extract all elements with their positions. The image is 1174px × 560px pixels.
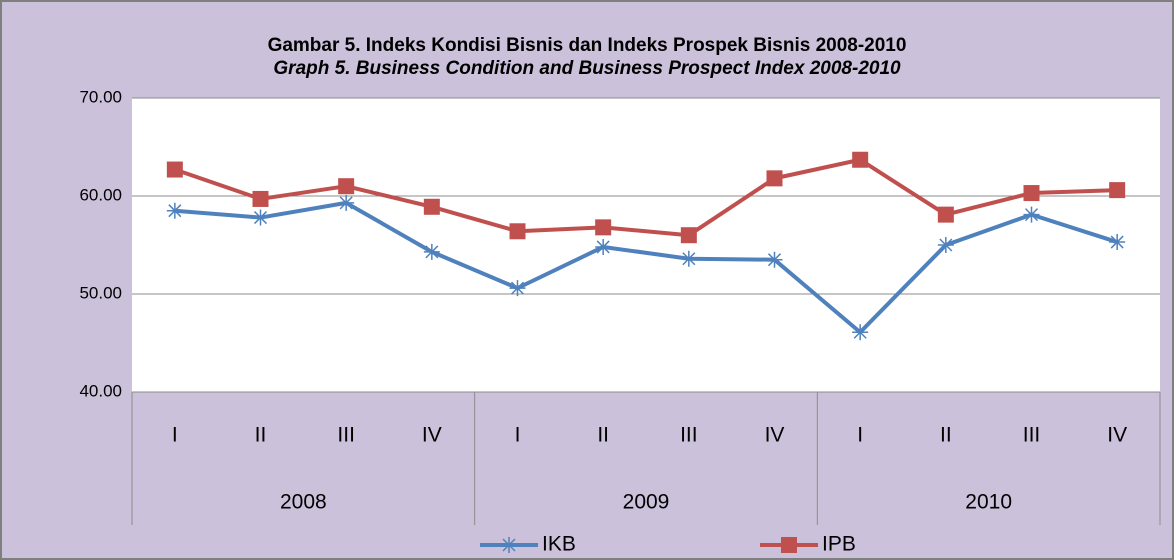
x-tick-label: I <box>515 424 521 447</box>
x-tick-label: I <box>857 424 863 447</box>
x-tick-label: II <box>255 424 267 447</box>
legend-label: IPB <box>822 533 856 556</box>
marker <box>766 251 783 268</box>
marker <box>423 198 440 215</box>
x-tick-label: III <box>337 424 355 447</box>
chart-title: Gambar 5. Indeks Kondisi Bisnis dan Inde… <box>268 35 907 56</box>
marker <box>338 178 355 195</box>
group-label: 2009 <box>623 491 670 514</box>
group-label: 2010 <box>965 491 1012 514</box>
marker <box>166 161 183 178</box>
legend-label: IKB <box>542 533 576 556</box>
y-tick-label: 50.00 <box>79 283 122 302</box>
marker <box>252 209 269 226</box>
marker <box>937 206 954 223</box>
x-tick-label: II <box>597 424 609 447</box>
x-tick-label: II <box>940 424 952 447</box>
series-line <box>174 157 1118 238</box>
x-tick-label: III <box>1023 424 1041 447</box>
marker <box>501 537 517 553</box>
marker <box>937 237 954 253</box>
y-tick-label: 40.00 <box>79 381 122 400</box>
x-tick-label: III <box>680 424 698 447</box>
series-line <box>174 200 1118 335</box>
marker <box>595 219 612 236</box>
x-tick-label: I <box>172 424 178 447</box>
marker <box>680 227 697 244</box>
marker <box>1023 206 1040 223</box>
marker <box>166 202 183 219</box>
marker <box>509 280 526 297</box>
y-tick-label: 70.00 <box>79 87 122 106</box>
x-tick-label: IV <box>1107 424 1127 447</box>
marker <box>509 223 526 240</box>
marker <box>1023 185 1040 202</box>
marker <box>781 537 797 553</box>
marker <box>1109 234 1126 251</box>
marker <box>680 250 697 267</box>
x-tick-label: IV <box>765 424 785 447</box>
marker <box>766 170 783 187</box>
marker <box>852 324 869 341</box>
y-tick-label: 60.00 <box>79 185 122 204</box>
marker <box>852 151 869 168</box>
marker <box>595 238 612 255</box>
group-label: 2008 <box>280 491 327 514</box>
marker <box>338 194 355 211</box>
marker <box>423 243 440 260</box>
plot-area <box>132 98 1160 392</box>
marker <box>1109 182 1126 199</box>
x-tick-label: IV <box>422 424 442 447</box>
chart-subtitle: Graph 5. Business Condition and Business… <box>273 58 901 79</box>
marker <box>252 190 269 207</box>
